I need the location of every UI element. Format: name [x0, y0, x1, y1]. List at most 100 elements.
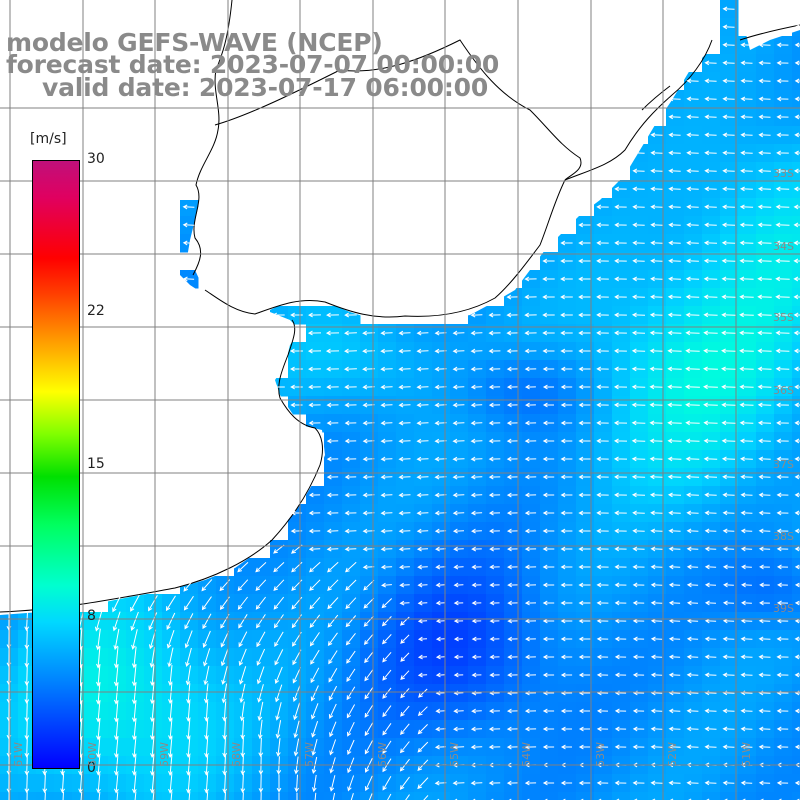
wind-arrow — [578, 474, 591, 480]
wind-arrow — [776, 618, 789, 624]
wind-arrow — [182, 222, 195, 228]
wind-arrow — [685, 294, 700, 300]
wind-arrow — [273, 579, 285, 591]
wind-arrow — [398, 528, 411, 534]
wind-arrow — [186, 683, 191, 704]
wind-arrow — [542, 582, 555, 588]
wind-arrow — [257, 701, 264, 722]
wind-arrow — [132, 736, 137, 759]
wind-arrow — [632, 240, 645, 246]
wind-arrow — [309, 579, 321, 591]
wind-arrow — [524, 294, 537, 300]
wind-arrow — [578, 312, 591, 318]
wind-arrow — [542, 258, 555, 264]
wind-arrow — [311, 721, 319, 738]
wind-arrow — [757, 420, 772, 426]
wind-arrow — [722, 24, 735, 30]
wind-arrow — [258, 774, 264, 793]
wind-arrow — [668, 510, 681, 516]
wind-arrow — [380, 492, 393, 498]
wind-arrow — [704, 510, 717, 516]
wind-arrow — [380, 330, 393, 336]
wind-arrow — [776, 150, 789, 156]
wind-arrow — [758, 78, 771, 84]
wind-arrow — [168, 682, 173, 705]
wind-arrow — [596, 420, 609, 426]
wind-arrow — [560, 654, 573, 660]
wind-arrow — [740, 618, 753, 624]
wind-arrow — [632, 564, 645, 570]
wind-arrow — [293, 720, 300, 739]
wind-cell — [720, 792, 739, 800]
wind-arrow — [650, 654, 663, 660]
wind-arrow — [721, 312, 736, 318]
wind-arrow — [524, 474, 537, 480]
wind-arrow — [220, 648, 229, 667]
wind-arrow — [740, 96, 753, 102]
wind-arrow — [416, 366, 429, 372]
wind-arrow — [686, 132, 699, 138]
wind-arrow — [740, 150, 753, 156]
wind-arrow — [542, 654, 555, 660]
wind-arrow — [364, 669, 374, 682]
wind-arrow — [272, 384, 285, 390]
wind-arrow — [382, 687, 392, 699]
wind-arrow — [686, 78, 699, 84]
wind-arrow — [757, 402, 772, 408]
wind-arrow — [596, 744, 609, 750]
wind-arrow — [560, 600, 573, 606]
wind-arrow — [524, 726, 537, 732]
wind-arrow — [650, 276, 663, 282]
wind-arrow — [632, 672, 645, 678]
wind-arrow — [506, 726, 519, 732]
wind-arrow — [614, 474, 627, 480]
wind-arrow — [721, 438, 736, 444]
wind-arrow — [132, 773, 137, 794]
wind-arrow — [578, 276, 591, 282]
colorbar-tick-30: 30 — [87, 151, 105, 167]
coastline — [204, 179, 566, 318]
wind-arrow — [722, 636, 735, 642]
wind-arrow — [308, 312, 321, 318]
wind-arrow — [347, 775, 355, 792]
wind-arrow — [668, 276, 681, 282]
wind-arrow — [794, 582, 800, 588]
wind-arrow — [721, 258, 736, 264]
wind-arrow — [667, 420, 682, 426]
wind-arrow — [237, 596, 248, 610]
wind-arrow — [542, 330, 555, 336]
wind-arrow — [722, 708, 735, 714]
wind-arrow — [398, 402, 411, 408]
wind-arrow — [453, 708, 464, 714]
wind-arrow — [776, 114, 789, 120]
wind-arrow — [759, 564, 770, 570]
wind-arrow — [382, 669, 392, 681]
wind-arrow — [632, 708, 645, 714]
wind-arrow — [758, 96, 771, 102]
wind-arrow — [290, 402, 303, 408]
wind-arrow — [739, 204, 754, 210]
wind-arrow — [596, 384, 609, 390]
wind-arrow — [614, 348, 627, 354]
wind-arrow — [776, 78, 789, 84]
wind-arrow — [722, 474, 735, 480]
wind-arrow — [204, 719, 209, 740]
wind-arrow — [722, 672, 735, 678]
wind-arrow — [453, 672, 464, 678]
wind-arrow — [346, 704, 356, 719]
wind-arrow — [794, 726, 800, 732]
wind-arrow — [560, 744, 572, 750]
wind-arrow — [381, 616, 392, 627]
wind-arrow — [794, 744, 800, 750]
wind-arrow — [272, 312, 285, 318]
wind-arrow — [649, 330, 664, 336]
wind-arrow — [452, 492, 465, 498]
wind-arrow — [398, 510, 411, 516]
wind-arrow — [328, 650, 338, 665]
wind-arrow — [255, 579, 267, 591]
wind-arrow — [722, 96, 735, 102]
wind-arrow — [667, 312, 682, 318]
wind-arrow — [560, 258, 573, 264]
wind-arrow — [722, 510, 735, 516]
wind-arrow — [417, 706, 428, 717]
